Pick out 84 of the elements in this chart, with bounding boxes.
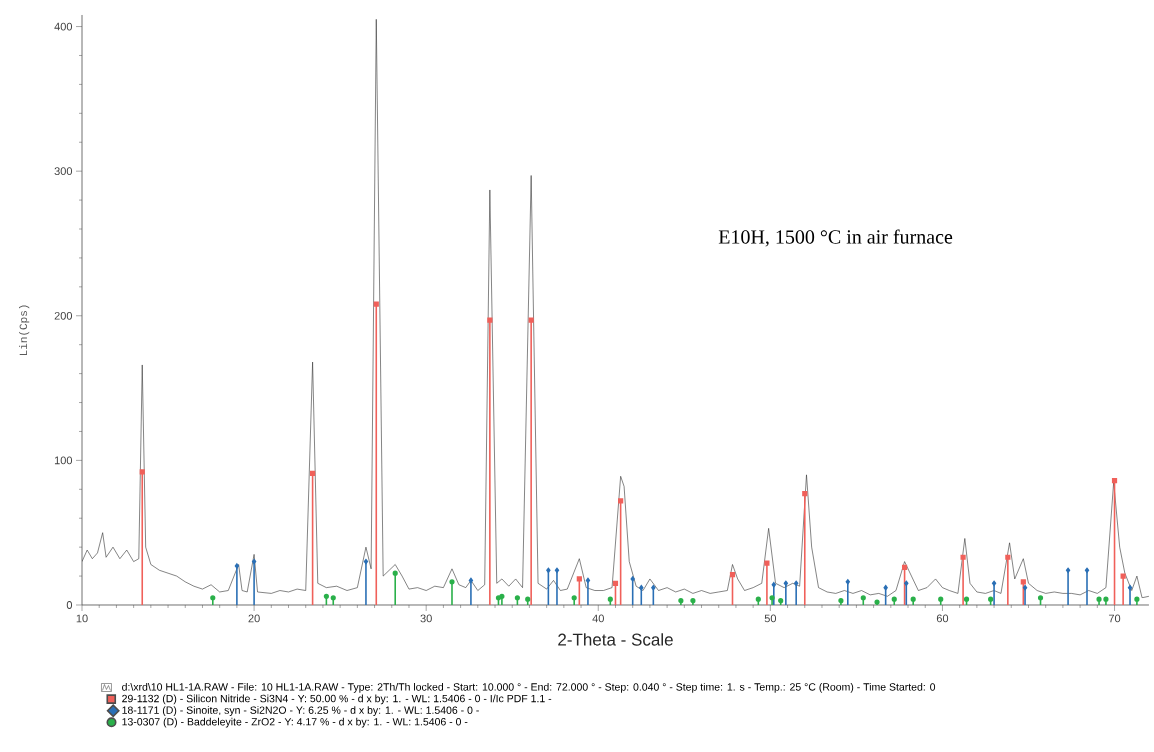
point xyxy=(487,317,493,323)
point xyxy=(769,595,775,601)
y-tick-label: 0 xyxy=(66,601,73,609)
y-axis-title: Lin(Cps) xyxy=(19,305,30,356)
point xyxy=(618,498,624,504)
point xyxy=(651,585,656,591)
point xyxy=(678,598,684,604)
point xyxy=(938,596,944,602)
point xyxy=(495,595,502,601)
point xyxy=(514,595,520,601)
point xyxy=(991,580,997,586)
point xyxy=(310,470,316,476)
point xyxy=(1037,595,1044,601)
point xyxy=(960,554,966,560)
point xyxy=(794,580,799,586)
point xyxy=(612,580,619,586)
x-tick-label: 50 xyxy=(764,614,777,623)
point xyxy=(1111,478,1118,484)
legend-label: 29-1132 (D) - Silicon Nitride - Si3N4 - Y: 50.00 % - d x by: 1. - WL: 1.5406 - 0 - I/Ic PDF 1.1 - xyxy=(122,694,552,705)
x-tick-label: 30 xyxy=(420,614,432,623)
point xyxy=(449,579,455,585)
point xyxy=(771,582,776,588)
point xyxy=(783,580,788,586)
line-series xyxy=(82,19,1149,599)
legend-label: 18-1171 (D) - Sinoite, syn - Si2N2O - Y: 6.25 % - d x by: 1. - WL: 1.5406 - 0 - xyxy=(122,706,479,716)
point xyxy=(630,576,635,582)
point xyxy=(499,593,505,599)
point xyxy=(1103,596,1109,602)
point xyxy=(1022,585,1028,591)
point xyxy=(778,598,784,604)
point xyxy=(525,596,531,602)
point xyxy=(330,595,336,601)
point xyxy=(1020,579,1026,585)
point xyxy=(468,577,474,583)
point xyxy=(764,560,770,566)
point xyxy=(323,593,329,599)
x-tick-label: 10 xyxy=(76,614,88,623)
x-tick-label: 60 xyxy=(936,614,949,623)
point xyxy=(690,598,696,604)
point xyxy=(860,595,866,601)
y-tick-label: 200 xyxy=(54,311,73,320)
point xyxy=(963,596,970,602)
point xyxy=(554,567,560,573)
point xyxy=(904,580,909,586)
point xyxy=(139,469,145,475)
point xyxy=(210,595,216,601)
point xyxy=(585,577,591,583)
point xyxy=(1096,596,1102,602)
point xyxy=(392,570,398,576)
point xyxy=(576,576,582,582)
point xyxy=(1005,554,1011,560)
point xyxy=(802,491,808,497)
y-tick-label: 400 xyxy=(54,22,73,31)
point xyxy=(874,599,880,605)
point xyxy=(251,559,257,565)
point xyxy=(1084,567,1090,573)
point xyxy=(883,585,888,591)
point xyxy=(639,585,644,591)
annotation: E10H, 1500 °C in air furnace xyxy=(718,229,953,247)
point xyxy=(1065,567,1071,573)
point xyxy=(373,301,379,307)
point xyxy=(845,579,850,585)
point xyxy=(571,595,577,601)
y-tick-label: 100 xyxy=(54,456,73,465)
point xyxy=(988,596,994,602)
point xyxy=(755,596,761,602)
x-tick-label: 70 xyxy=(1108,614,1121,623)
legend-label: d:\xrd\10 HL1-1A.RAW - File: 10 HL1-1A.RAW - Type: 2Th/Th locked - Start: 10.000 ° - End: 72.000 ° - Step: 0.040 ° - Step time: 1. s - Temp.: 25 °C (Room) - Time Started: 0 xyxy=(122,682,936,693)
y-tick-label: 300 xyxy=(54,167,73,176)
point xyxy=(901,564,908,570)
point xyxy=(838,598,844,604)
point xyxy=(234,563,240,569)
x-tick-label: 40 xyxy=(592,614,604,623)
point xyxy=(528,317,534,323)
point xyxy=(891,596,897,602)
point xyxy=(1120,573,1126,579)
point xyxy=(729,572,736,578)
point xyxy=(607,596,613,602)
x-axis-title: 2-Theta - Scale xyxy=(558,633,673,646)
x-tick-label: 20 xyxy=(248,614,260,623)
point xyxy=(546,567,551,573)
point xyxy=(910,596,916,602)
legend-label: 13-0307 (D) - Baddeleyite - ZrO2 - Y: 4.17 % - d x by: 1. - WL: 1.5406 - 0 - xyxy=(122,717,468,728)
point xyxy=(363,559,369,565)
